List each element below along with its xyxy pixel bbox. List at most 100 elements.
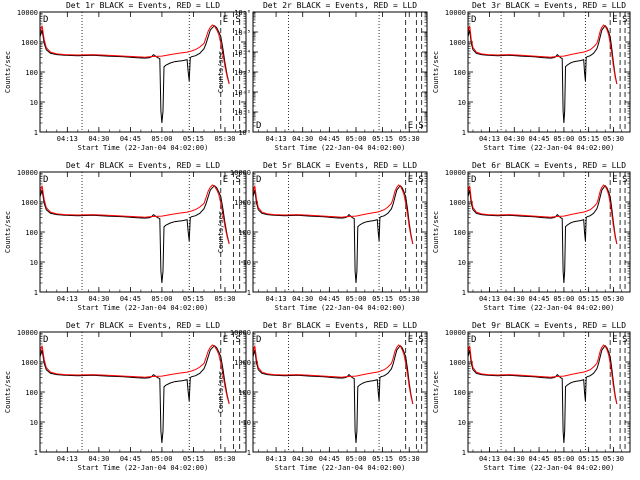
panel-title: Det 6r BLACK = Events, RED = LLD	[472, 161, 626, 170]
detector-panel-5: Det 5r BLACK = Events, RED = LLD 1 10 100 10…	[217, 161, 428, 312]
y-tick-label: 1	[462, 289, 466, 297]
plot-frame	[467, 331, 631, 453]
y-tick-label: 10000	[17, 169, 38, 177]
marker-label-d: D	[256, 121, 261, 131]
plot-frame	[39, 331, 247, 453]
series-lld-line	[252, 344, 414, 405]
y-tick-label: 10000	[17, 329, 38, 337]
x-axis-label: Start Time (22-Jan-04 04:02:00)	[78, 464, 209, 472]
panel-title: Det 8r BLACK = Events, RED = LLD	[263, 321, 417, 330]
x-tick-label: 05:00	[553, 295, 574, 303]
y-tick-label: 10	[30, 99, 38, 107]
detector-panel-6: Det 6r BLACK = Events, RED = LLD 1 10 100 10…	[432, 161, 631, 312]
x-tick-label: 05:30	[399, 455, 420, 463]
y-tick-label: 10000	[445, 169, 466, 177]
marker-label-e: E	[612, 15, 617, 25]
y-tick-label: 10⁻⁵	[234, 29, 251, 37]
marker-label-s: S	[418, 335, 423, 345]
x-tick-label: 04:45	[319, 295, 340, 303]
x-tick-label: 04:13	[266, 455, 287, 463]
x-axis-label: Start Time (22-Jan-04 04:02:00)	[78, 304, 209, 312]
series-lld-line	[39, 24, 230, 85]
y-tick-label: 1000	[449, 199, 466, 207]
y-tick-label: 1000	[21, 39, 38, 47]
plot-frame	[252, 331, 428, 453]
series-events-line	[252, 184, 414, 284]
x-tick-label: 05:15	[578, 295, 599, 303]
x-tick-label: 04:30	[504, 455, 525, 463]
detector-panel-8: Det 8r BLACK = Events, RED = LLD 1 10 100 10…	[217, 321, 428, 472]
marker-label-s: S	[235, 15, 240, 25]
x-tick-label: 05:00	[345, 135, 366, 143]
detector-panel-4: Det 4r BLACK = Events, RED = LLD 1 10 100 10…	[4, 161, 247, 312]
y-tick-label: 100	[25, 229, 38, 237]
y-tick-label: 1000	[21, 359, 38, 367]
x-tick-label: 04:30	[88, 135, 109, 143]
y-tick-label: 10⁰	[238, 129, 251, 137]
x-tick-label: 04:45	[319, 455, 340, 463]
x-tick-label: 04:30	[504, 135, 525, 143]
y-tick-label: 1000	[234, 199, 251, 207]
marker-label-d: D	[43, 175, 48, 185]
x-tick-label: 04:30	[292, 295, 313, 303]
marker-label-e: E	[223, 15, 228, 25]
x-tick-label: 04:13	[57, 135, 78, 143]
y-axis-label: Counts/sec	[4, 371, 12, 413]
marker-label-e: E	[408, 121, 413, 131]
y-tick-label: 10	[30, 419, 38, 427]
detector-panel-2: Det 2r BLACK = Events, RED = LLD 10⁰ 10⁻¹ 1…	[217, 1, 428, 152]
marker-label-s: S	[418, 175, 423, 185]
plot-frame	[467, 171, 631, 293]
x-axis-label: Start Time (22-Jan-04 04:02:00)	[78, 144, 209, 152]
y-tick-label: 1	[247, 449, 251, 457]
x-tick-label: 04:45	[529, 135, 550, 143]
x-axis-label: Start Time (22-Jan-04 04:02:00)	[484, 464, 615, 472]
series-lld-line	[252, 184, 414, 245]
marker-label-s: S	[622, 175, 627, 185]
y-tick-label: 10000	[230, 169, 251, 177]
series-events-line	[252, 344, 414, 444]
y-tick-label: 10	[458, 259, 466, 267]
x-tick-label: 04:30	[292, 135, 313, 143]
x-tick-label: 05:00	[151, 455, 172, 463]
detector-panel-3: Det 3r BLACK = Events, RED = LLD 1 10 100 10…	[432, 1, 631, 152]
x-tick-label: 04:30	[88, 295, 109, 303]
detector-panel-1: Det 1r BLACK = Events, RED = LLD 1 10 100 10…	[4, 1, 247, 152]
x-axis-label: Start Time (22-Jan-04 04:02:00)	[275, 464, 406, 472]
marker-label-d: D	[471, 15, 476, 25]
x-axis-label: Start Time (22-Jan-04 04:02:00)	[275, 304, 406, 312]
y-axis-label: Counts/sec	[4, 211, 12, 253]
y-axis-label: Counts/sec	[432, 371, 440, 413]
y-tick-label: 1000	[21, 199, 38, 207]
y-axis-label: Counts/sec	[217, 51, 225, 93]
marker-label-d: D	[256, 175, 261, 185]
plot-frame	[252, 171, 428, 293]
y-tick-label: 1000	[449, 359, 466, 367]
panel-title: Det 3r BLACK = Events, RED = LLD	[472, 1, 626, 10]
x-tick-label: 05:15	[372, 295, 393, 303]
y-tick-label: 1	[34, 289, 38, 297]
y-tick-label: 100	[453, 69, 466, 77]
x-tick-label: 05:30	[214, 135, 235, 143]
plot-frame	[39, 11, 247, 133]
x-tick-label: 05:15	[372, 135, 393, 143]
x-tick-label: 05:15	[372, 455, 393, 463]
marker-label-e: E	[223, 335, 228, 345]
x-axis-label: Start Time (22-Jan-04 04:02:00)	[484, 304, 615, 312]
panel-title: Det 1r BLACK = Events, RED = LLD	[66, 1, 220, 10]
x-tick-label: 05:30	[603, 295, 624, 303]
x-tick-label: 05:30	[214, 295, 235, 303]
y-tick-label: 100	[25, 389, 38, 397]
x-tick-label: 04:45	[120, 455, 141, 463]
x-tick-label: 04:13	[57, 455, 78, 463]
y-tick-label: 10⁻²	[234, 89, 251, 97]
series-lld-line	[467, 344, 618, 405]
plot-frame	[467, 11, 631, 133]
x-tick-label: 05:00	[345, 295, 366, 303]
x-tick-label: 05:15	[183, 455, 204, 463]
marker-label-d: D	[256, 335, 261, 345]
series-lld-line	[39, 344, 230, 405]
y-tick-label: 100	[25, 69, 38, 77]
x-tick-label: 05:30	[399, 135, 420, 143]
marker-label-d: D	[471, 175, 476, 185]
